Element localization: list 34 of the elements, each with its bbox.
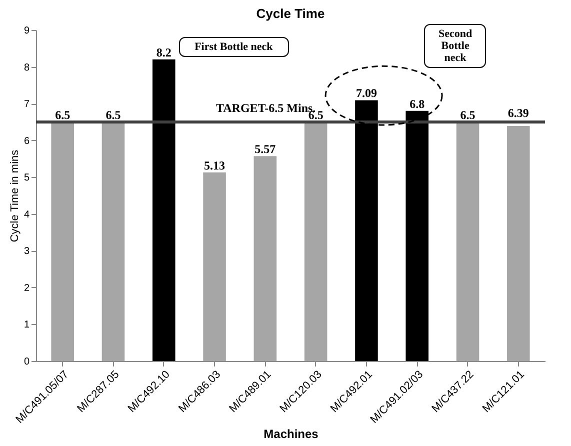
x-axis-title: Machines: [264, 427, 319, 442]
bar: [304, 122, 328, 361]
data-label: 8.2: [156, 45, 172, 60]
y-tick-label: 8: [24, 62, 30, 74]
callout-box: Second Bottle neck: [424, 24, 486, 68]
y-tick-label: 2: [24, 282, 30, 294]
data-label: 5.57: [254, 142, 276, 156]
bar: [51, 122, 74, 361]
data-label: 6.5: [55, 108, 70, 122]
data-label: 6.5: [106, 108, 121, 122]
bar: [355, 100, 378, 361]
y-tick-label: 7: [24, 99, 30, 110]
bar: [203, 172, 226, 361]
bar: [254, 156, 277, 361]
y-tick-label: 3: [24, 246, 30, 258]
data-label: 6.8: [410, 96, 425, 111]
chart-title: Cycle Time: [256, 6, 325, 21]
y-tick-label: 1: [24, 320, 30, 331]
callout-box: First Bottle neck: [178, 37, 289, 58]
bar: [152, 59, 176, 361]
bar: [102, 122, 125, 361]
y-tick-label: 5: [24, 172, 30, 184]
bar: [507, 126, 530, 361]
y-tick-label: 9: [24, 26, 30, 36]
bar: [406, 110, 429, 361]
y-tick-label: 0: [24, 356, 30, 368]
data-label: 7.09: [356, 86, 377, 100]
data-label: 6.39: [508, 106, 529, 120]
data-label: 6.5: [460, 108, 476, 122]
data-label: 5.13: [204, 158, 226, 172]
bar: [456, 122, 480, 361]
y-axis-title: Cycle Time in mins: [8, 149, 21, 242]
y-tick-label: 6: [24, 136, 30, 147]
y-tick-label: 4: [24, 209, 30, 220]
